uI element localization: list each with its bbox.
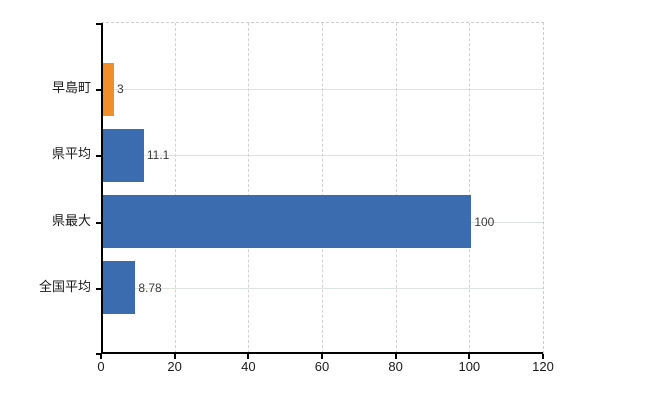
y-axis-tick xyxy=(96,23,101,25)
x-axis-tick xyxy=(542,354,544,359)
bar-value-label: 11.1 xyxy=(146,148,170,163)
x-axis-label: 0 xyxy=(97,359,105,374)
y-axis-tick xyxy=(96,287,101,290)
bar-value-label: 3 xyxy=(117,82,124,97)
x-gridline xyxy=(395,23,397,353)
x-axis-label: 60 xyxy=(314,359,330,374)
bar xyxy=(103,128,144,182)
x-axis-label: 40 xyxy=(241,359,256,374)
y-axis-label: 県最大 xyxy=(51,212,91,228)
x-axis-label: 120 xyxy=(532,359,554,374)
y-axis-tick xyxy=(96,353,101,355)
y-axis-line xyxy=(101,23,103,354)
x-axis-tick xyxy=(247,354,250,359)
x-axis-label: 100 xyxy=(458,359,481,374)
bar-value-label: 8.78 xyxy=(138,280,162,295)
y-axis-label: 県平均 xyxy=(51,146,91,162)
x-gridline xyxy=(174,23,176,353)
x-axis-tick xyxy=(394,354,397,359)
bar xyxy=(103,195,472,249)
x-axis-tick xyxy=(173,354,176,359)
y-axis-tick xyxy=(96,221,101,224)
plot-area: 3 11.1 100 8.78 xyxy=(96,22,544,359)
x-gridline xyxy=(469,23,471,353)
y-axis-tick xyxy=(96,89,101,92)
x-axis-label: 80 xyxy=(388,359,403,374)
y-axis-label: 早島町 xyxy=(51,80,91,96)
bar-value-label: 100 xyxy=(474,214,495,229)
x-gridline xyxy=(248,23,250,353)
x-axis-line xyxy=(101,352,543,354)
x-axis-tick xyxy=(321,354,323,359)
x-axis-label: 20 xyxy=(167,359,182,374)
x-axis-tick xyxy=(468,354,471,359)
y-axis-tick xyxy=(96,155,101,158)
x-axis-tick xyxy=(100,354,102,359)
x-gridline xyxy=(322,23,323,353)
bar xyxy=(103,261,136,315)
y-axis-label: 全国平均 xyxy=(38,278,91,294)
bar xyxy=(103,62,115,116)
